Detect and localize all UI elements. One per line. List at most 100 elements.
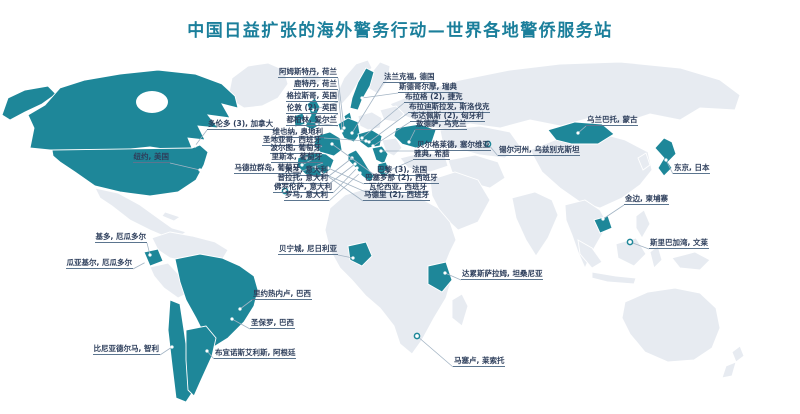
leader-line <box>337 77 345 129</box>
leader-line <box>665 159 674 175</box>
leader-line <box>351 82 384 134</box>
city-marker <box>342 126 346 130</box>
landmass-australia <box>621 287 721 363</box>
leader-line <box>337 254 354 259</box>
leader-line <box>328 172 361 202</box>
city-marker <box>314 166 318 170</box>
city-marker <box>364 139 368 143</box>
landmass-turkey <box>399 151 449 173</box>
country-ireland <box>293 112 306 128</box>
landmass-russia <box>389 61 741 131</box>
city-marker <box>360 136 364 140</box>
leader-line <box>239 299 253 310</box>
city-marker <box>351 256 355 260</box>
country-usa <box>51 144 209 197</box>
leader-line <box>602 204 625 220</box>
leader-line <box>577 125 587 134</box>
country-japan <box>654 137 677 177</box>
city-marker <box>148 253 152 257</box>
landmass-new-zealand-south <box>721 361 737 379</box>
landmass-madagascar <box>451 293 469 327</box>
landmass-korea <box>637 152 651 171</box>
city-marker <box>358 171 362 175</box>
city-marker <box>298 170 302 174</box>
city-marker <box>355 166 359 170</box>
leader-line <box>327 167 365 185</box>
landmass-africa <box>324 188 457 355</box>
leader-line <box>305 145 323 159</box>
landmass-sulawesi <box>649 245 663 269</box>
city-marker <box>664 158 668 162</box>
leader-line <box>284 173 302 192</box>
leader-line <box>231 318 251 330</box>
city-marker <box>601 217 605 221</box>
leader-line <box>372 121 411 147</box>
landmass-norway <box>335 59 373 105</box>
leader-line <box>331 143 377 177</box>
landmass-new-zealand <box>731 345 745 363</box>
country-ukraine <box>393 123 437 149</box>
city-marker <box>413 332 421 340</box>
country-canada <box>27 69 239 151</box>
leader-line <box>368 112 409 143</box>
highlighted-countries <box>1 67 677 403</box>
landmass-central-asia <box>439 125 521 159</box>
city-marker <box>371 144 375 148</box>
country-tanzania <box>427 261 453 293</box>
leader-line <box>315 167 364 202</box>
landmass-eastern-europe <box>357 111 383 131</box>
leader-line <box>385 159 414 173</box>
city-marker <box>443 271 447 275</box>
city-marker <box>407 140 411 144</box>
landmass-greenland <box>227 62 289 109</box>
city-marker <box>238 307 242 311</box>
leader-line <box>299 162 324 173</box>
leader-line <box>416 335 454 368</box>
leader-line <box>361 92 399 99</box>
landmass-iceland <box>299 71 323 88</box>
city-marker <box>144 260 148 264</box>
country-mongolia <box>547 121 615 145</box>
city-marker <box>304 156 308 160</box>
leader-line <box>194 129 208 147</box>
city-marker <box>281 187 289 195</box>
city-marker <box>384 170 388 174</box>
city-marker <box>326 166 330 170</box>
city-marker <box>576 131 580 135</box>
leader-line <box>146 242 151 256</box>
leader-line <box>337 89 343 132</box>
city-marker <box>198 168 202 172</box>
country-argentina <box>185 325 217 397</box>
landmass-india <box>511 191 559 257</box>
leader-line <box>301 153 323 166</box>
city-marker <box>205 349 209 353</box>
country-greece <box>377 161 391 179</box>
city-marker <box>330 142 334 146</box>
landmass-sumatra <box>577 239 603 269</box>
city-marker <box>350 131 354 135</box>
leader-line <box>629 241 650 250</box>
country-ecuador <box>143 248 164 267</box>
leader-line <box>408 129 416 143</box>
leader-line <box>169 162 201 171</box>
leader-line <box>206 350 215 360</box>
country-france <box>313 131 343 157</box>
leader-line <box>361 102 405 139</box>
city-marker <box>320 171 324 175</box>
country-cambodia <box>593 215 613 234</box>
city-marker <box>353 162 357 166</box>
city-marker <box>360 96 364 100</box>
country-serbia <box>371 145 389 165</box>
leader-line <box>159 346 173 356</box>
leader-line <box>323 137 367 142</box>
city-marker <box>300 119 304 123</box>
landmass-philippines <box>635 209 651 239</box>
city-marker <box>367 140 371 144</box>
leader-line <box>328 157 353 177</box>
leader-line <box>316 113 339 125</box>
landmass-java <box>591 271 637 285</box>
leader-line <box>321 172 369 194</box>
city-marker <box>340 129 344 133</box>
